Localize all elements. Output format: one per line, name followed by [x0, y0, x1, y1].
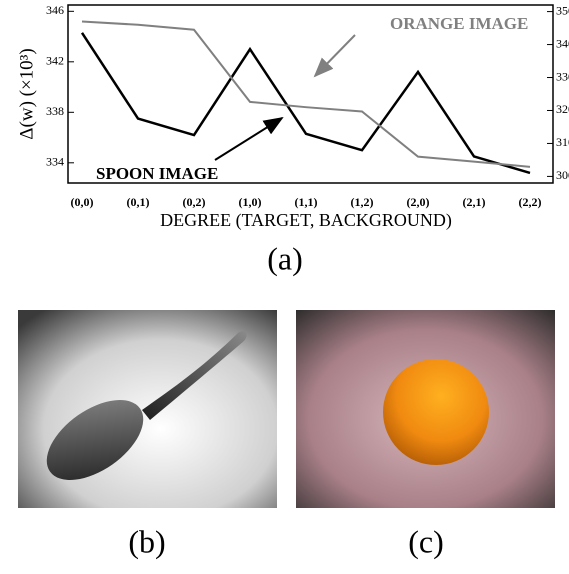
x-axis-label: DEGREE (TARGET, BACKGROUND) [160, 210, 452, 231]
orange [383, 359, 489, 465]
y2-tick-label: 320 [556, 102, 569, 116]
arrow [215, 118, 282, 160]
figure: ORANGE IMAGE SPOON IMAGE DEGREE (TARGET,… [0, 0, 569, 569]
series-annotation: SPOON IMAGE [96, 164, 218, 183]
x-tick-label: (0,1) [127, 195, 150, 209]
panel-label: (c) [408, 523, 444, 559]
panel-label: (a) [267, 240, 303, 276]
panel-label: (b) [128, 523, 165, 559]
y-tick-label: 342 [46, 54, 64, 68]
y-tick-label: 338 [46, 104, 64, 118]
x-tick-label: (1,0) [239, 195, 262, 209]
x-tick-label: (0,2) [183, 195, 206, 209]
x-tick-label: (2,2) [519, 195, 542, 209]
series-annotation: ORANGE IMAGE [390, 14, 528, 33]
y2-tick-label: 340 [556, 36, 569, 50]
y-tick-label: 334 [46, 155, 64, 169]
y2-tick-label: 350 [556, 3, 569, 17]
series-line [82, 21, 530, 166]
series-line [82, 33, 530, 173]
x-tick-label: (2,0) [407, 195, 430, 209]
arrow [315, 35, 355, 76]
y-axis-label: Δ(w) (×10³) [16, 48, 37, 139]
x-tick-label: (2,1) [463, 195, 486, 209]
y-tick-label: 346 [46, 3, 64, 17]
x-tick-label: (1,2) [351, 195, 374, 209]
y2-tick-label: 300 [556, 168, 569, 182]
x-tick-label: (1,1) [295, 195, 318, 209]
y2-tick-label: 330 [556, 69, 569, 83]
y2-tick-label: 310 [556, 135, 569, 149]
x-tick-label: (0,0) [71, 195, 94, 209]
